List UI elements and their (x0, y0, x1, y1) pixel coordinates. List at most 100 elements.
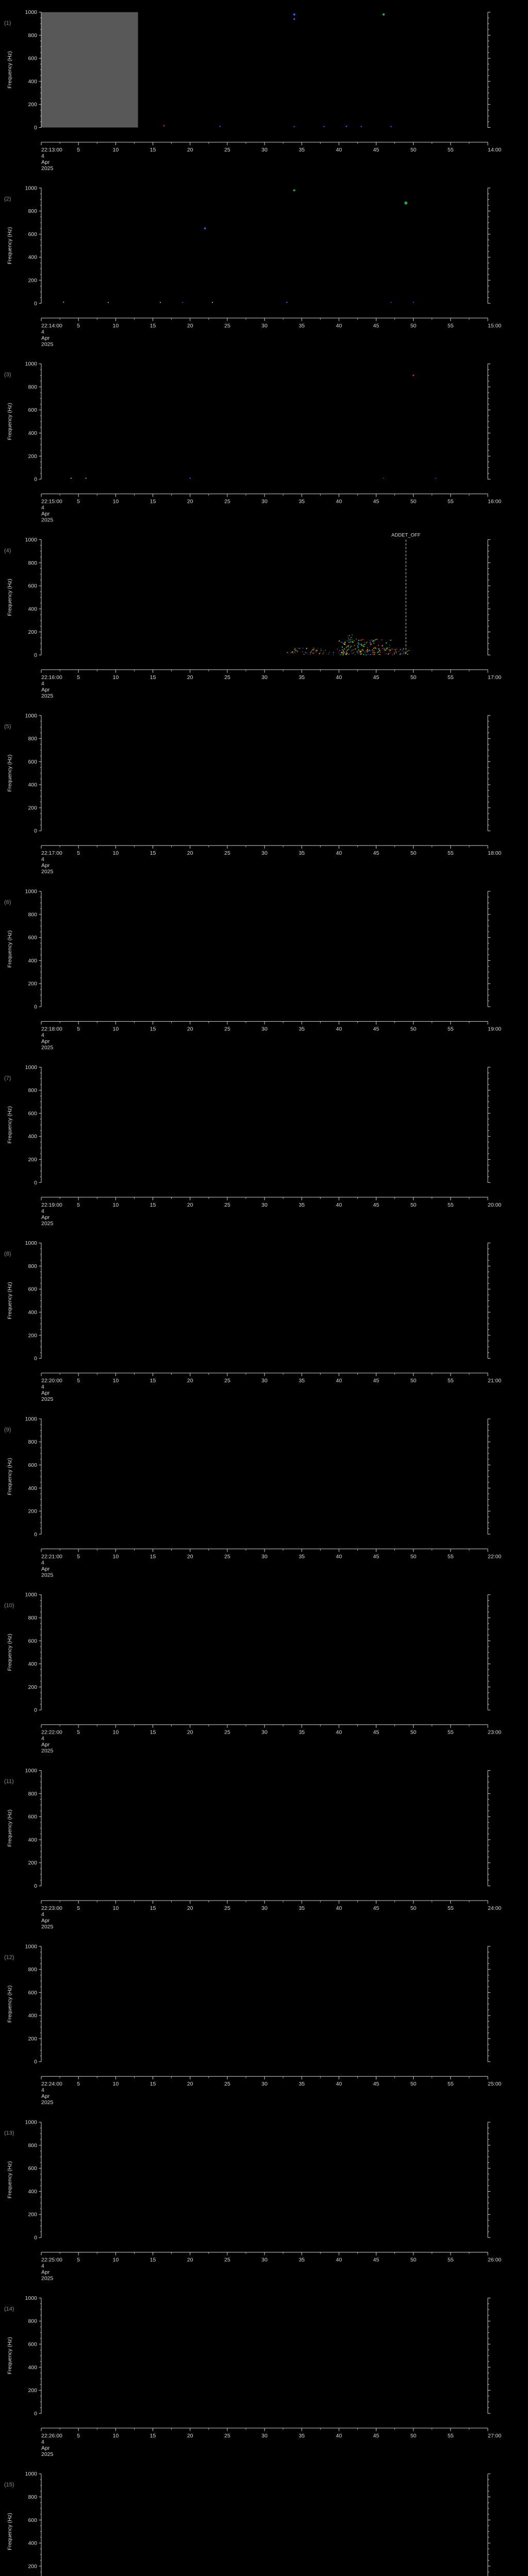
svg-text:50: 50 (410, 147, 417, 153)
svg-text:5: 5 (77, 1553, 80, 1560)
svg-text:800: 800 (28, 208, 37, 214)
svg-text:30: 30 (261, 1026, 268, 1032)
svg-text:55: 55 (448, 1026, 454, 1032)
svg-text:4: 4 (41, 1032, 44, 1038)
svg-text:20:00: 20:00 (488, 1202, 501, 1208)
svg-text:4: 4 (41, 681, 44, 687)
svg-text:2025: 2025 (41, 1924, 54, 1930)
svg-text:400: 400 (28, 1309, 37, 1315)
svg-text:50: 50 (410, 1730, 417, 1736)
svg-text:Frequency (Hz): Frequency (Hz) (7, 2513, 13, 2550)
svg-text:800: 800 (28, 560, 37, 566)
svg-text:Apr: Apr (41, 335, 50, 341)
svg-text:Apr: Apr (41, 2269, 50, 2276)
svg-text:15:00: 15:00 (488, 323, 501, 329)
svg-text:600: 600 (28, 935, 37, 941)
svg-text:10: 10 (112, 499, 119, 505)
svg-text:22:19:00: 22:19:00 (41, 1202, 62, 1208)
svg-text:55: 55 (448, 147, 454, 153)
svg-text:35: 35 (299, 1553, 305, 1560)
svg-text:800: 800 (28, 2318, 37, 2325)
svg-text:0: 0 (34, 125, 37, 131)
svg-text:2025: 2025 (41, 341, 54, 347)
svg-text:40: 40 (336, 850, 342, 856)
svg-text:20: 20 (187, 147, 193, 153)
svg-text:200: 200 (28, 2387, 37, 2394)
svg-text:600: 600 (28, 1110, 37, 1116)
svg-text:45: 45 (373, 674, 380, 681)
svg-text:20: 20 (187, 850, 193, 856)
svg-text:10: 10 (112, 2433, 119, 2439)
svg-text:10: 10 (112, 1378, 119, 1384)
svg-text:25: 25 (224, 674, 230, 681)
svg-text:45: 45 (373, 499, 380, 505)
svg-text:Frequency (Hz): Frequency (Hz) (7, 930, 13, 968)
svg-text:22:22:00: 22:22:00 (41, 1730, 62, 1736)
svg-text:40: 40 (336, 1905, 342, 1911)
svg-text:35: 35 (299, 1202, 305, 1208)
svg-text:25: 25 (224, 1378, 230, 1384)
svg-text:4: 4 (41, 1736, 44, 1742)
svg-text:30: 30 (261, 1202, 268, 1208)
svg-text:Apr: Apr (41, 511, 50, 517)
svg-text:20: 20 (187, 1378, 193, 1384)
svg-text:55: 55 (448, 1553, 454, 1560)
svg-text:(5): (5) (4, 723, 11, 730)
svg-text:55: 55 (448, 2433, 454, 2439)
svg-text:1000: 1000 (25, 185, 38, 191)
svg-text:1000: 1000 (25, 1768, 38, 1774)
svg-text:Frequency (Hz): Frequency (Hz) (7, 2337, 13, 2374)
svg-text:Frequency (Hz): Frequency (Hz) (7, 1106, 13, 1143)
svg-text:800: 800 (28, 1088, 37, 1094)
svg-text:2025: 2025 (41, 693, 54, 699)
svg-text:16:00: 16:00 (488, 499, 501, 505)
svg-text:0: 0 (34, 2235, 37, 2241)
svg-text:20: 20 (187, 499, 193, 505)
svg-text:4: 4 (41, 1384, 44, 1390)
svg-text:15: 15 (150, 323, 156, 329)
svg-text:0: 0 (34, 828, 37, 834)
svg-text:Apr: Apr (41, 1390, 50, 1396)
svg-text:40: 40 (336, 1553, 342, 1560)
svg-text:Apr: Apr (41, 862, 50, 869)
svg-text:1000: 1000 (25, 9, 38, 15)
svg-text:35: 35 (299, 850, 305, 856)
svg-text:(7): (7) (4, 1075, 11, 1081)
svg-text:(15): (15) (4, 2482, 14, 2488)
svg-text:10: 10 (112, 1553, 119, 1560)
svg-text:Apr: Apr (41, 1742, 50, 1748)
svg-text:5: 5 (77, 674, 80, 681)
svg-text:25: 25 (224, 2433, 230, 2439)
svg-text:1000: 1000 (25, 1240, 38, 1246)
svg-text:35: 35 (299, 1378, 305, 1384)
svg-text:20: 20 (187, 2257, 193, 2263)
svg-text:600: 600 (28, 759, 37, 765)
svg-text:50: 50 (410, 1905, 417, 1911)
svg-text:200: 200 (28, 981, 37, 987)
svg-text:26:00: 26:00 (488, 2257, 501, 2263)
svg-text:50: 50 (410, 1026, 417, 1032)
svg-text:15: 15 (150, 1730, 156, 1736)
svg-text:1000: 1000 (25, 713, 38, 719)
svg-text:Frequency (Hz): Frequency (Hz) (7, 1986, 13, 2023)
svg-text:25: 25 (224, 2257, 230, 2263)
svg-text:600: 600 (28, 1814, 37, 1820)
svg-text:35: 35 (299, 323, 305, 329)
svg-text:4: 4 (41, 2263, 44, 2269)
svg-text:30: 30 (261, 1905, 268, 1911)
svg-text:1000: 1000 (25, 1943, 38, 1950)
svg-text:10: 10 (112, 2257, 119, 2263)
svg-text:40: 40 (336, 499, 342, 505)
svg-text:400: 400 (28, 606, 37, 612)
svg-text:1000: 1000 (25, 1416, 38, 1422)
svg-text:40: 40 (336, 1378, 342, 1384)
svg-text:45: 45 (373, 323, 380, 329)
svg-text:55: 55 (448, 674, 454, 681)
svg-text:800: 800 (28, 32, 37, 39)
svg-text:25: 25 (224, 2081, 230, 2087)
svg-text:2025: 2025 (41, 1221, 54, 1227)
svg-text:30: 30 (261, 323, 268, 329)
svg-text:45: 45 (373, 2081, 380, 2087)
svg-text:200: 200 (28, 1332, 37, 1338)
svg-text:Apr: Apr (41, 159, 50, 165)
